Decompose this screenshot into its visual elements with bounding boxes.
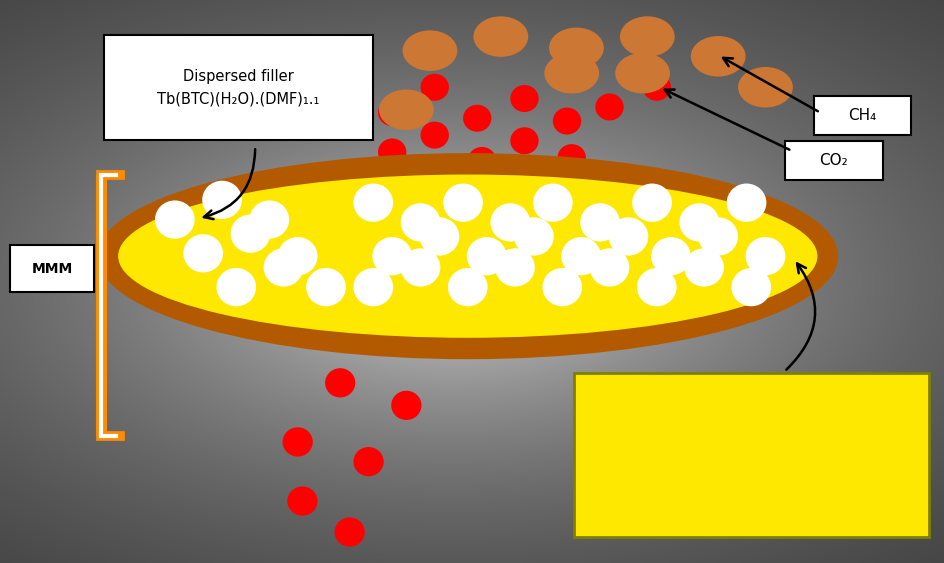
Ellipse shape [473, 16, 528, 57]
Ellipse shape [608, 217, 648, 256]
Ellipse shape [698, 217, 737, 256]
Ellipse shape [580, 203, 619, 242]
Ellipse shape [745, 237, 784, 275]
Ellipse shape [466, 237, 506, 275]
Ellipse shape [282, 427, 312, 457]
Ellipse shape [595, 93, 623, 120]
Text: CO₂: CO₂ [818, 153, 848, 168]
Text: MMM: MMM [31, 262, 73, 276]
Ellipse shape [561, 237, 600, 275]
Ellipse shape [447, 268, 487, 306]
Ellipse shape [353, 447, 383, 476]
Ellipse shape [334, 517, 364, 547]
Ellipse shape [737, 67, 792, 108]
Ellipse shape [155, 200, 194, 239]
FancyBboxPatch shape [784, 141, 882, 180]
Ellipse shape [402, 30, 457, 71]
Ellipse shape [216, 268, 256, 306]
Ellipse shape [557, 144, 585, 171]
Ellipse shape [249, 200, 289, 239]
Ellipse shape [353, 184, 393, 222]
FancyBboxPatch shape [10, 245, 93, 292]
Ellipse shape [230, 215, 270, 253]
Ellipse shape [379, 90, 433, 130]
Ellipse shape [391, 391, 421, 420]
Ellipse shape [731, 268, 770, 306]
Ellipse shape [378, 99, 406, 126]
Ellipse shape [443, 184, 482, 222]
Ellipse shape [378, 138, 406, 166]
Ellipse shape [420, 122, 448, 149]
Ellipse shape [287, 486, 317, 516]
Ellipse shape [202, 181, 242, 219]
Ellipse shape [400, 203, 440, 242]
Ellipse shape [552, 108, 581, 135]
Ellipse shape [263, 248, 303, 287]
Ellipse shape [542, 268, 582, 306]
Ellipse shape [548, 28, 603, 68]
Ellipse shape [619, 16, 674, 57]
Ellipse shape [278, 237, 317, 275]
Ellipse shape [183, 234, 223, 272]
Ellipse shape [419, 217, 459, 256]
Ellipse shape [679, 203, 718, 242]
Ellipse shape [495, 248, 534, 287]
Text: CH₄: CH₄ [848, 108, 875, 123]
Ellipse shape [636, 268, 676, 306]
Ellipse shape [467, 147, 496, 174]
Ellipse shape [690, 36, 745, 77]
Ellipse shape [97, 153, 837, 359]
Ellipse shape [510, 85, 538, 112]
Ellipse shape [372, 237, 412, 275]
Ellipse shape [642, 74, 670, 101]
Ellipse shape [683, 248, 723, 287]
Ellipse shape [306, 268, 346, 306]
Ellipse shape [632, 184, 671, 222]
FancyBboxPatch shape [573, 373, 928, 537]
Ellipse shape [325, 368, 355, 397]
Ellipse shape [463, 105, 491, 132]
Ellipse shape [615, 53, 669, 93]
Ellipse shape [726, 184, 766, 222]
FancyBboxPatch shape [813, 96, 910, 135]
FancyBboxPatch shape [104, 35, 373, 140]
Ellipse shape [589, 248, 629, 287]
Text: Dispersed filler
Tb(BTC)(H₂O).(DMF)₁.₁: Dispersed filler Tb(BTC)(H₂O).(DMF)₁.₁ [158, 69, 319, 106]
Ellipse shape [532, 184, 572, 222]
Ellipse shape [420, 74, 448, 101]
Ellipse shape [514, 217, 553, 256]
Ellipse shape [490, 203, 530, 242]
Ellipse shape [400, 248, 440, 287]
Ellipse shape [118, 175, 817, 338]
Ellipse shape [650, 237, 690, 275]
Ellipse shape [544, 53, 598, 93]
Ellipse shape [510, 127, 538, 154]
Ellipse shape [353, 268, 393, 306]
